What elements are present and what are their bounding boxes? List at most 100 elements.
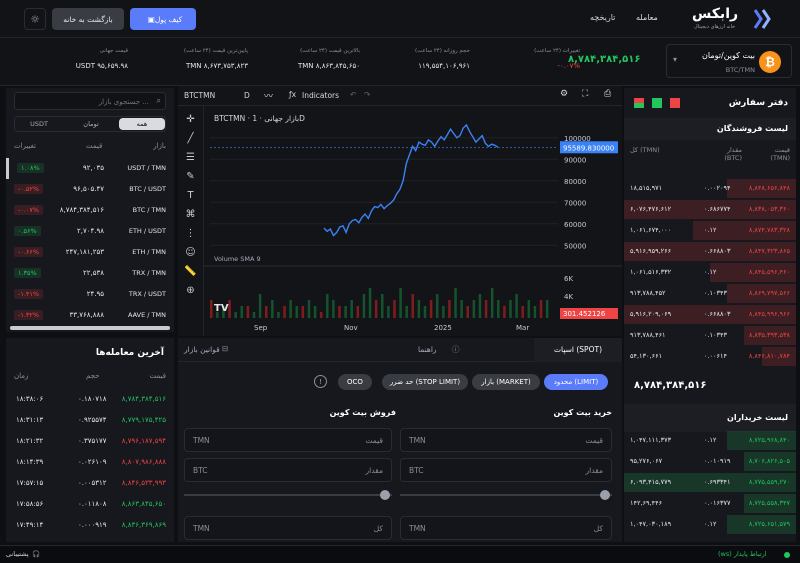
wallet-button[interactable]: ▣ کیف پول — [130, 8, 196, 30]
camera-icon[interactable]: ⎙ — [604, 89, 612, 99]
chart-symbol[interactable]: BTCTMN — [184, 91, 216, 100]
volume-bar — [497, 300, 500, 318]
text-icon[interactable]: T — [187, 190, 194, 201]
tab-guide[interactable]: راهنما — [418, 345, 437, 354]
trade-price: ۸,۷۷۹,۱۷۵,۴۲۵ — [121, 416, 166, 424]
buy-row[interactable]: ۱,۰۴۷,۱۱۱,۳۷۳ ۰.۱۲ ۸,۷۲۵,۹۶۸,۸۴۰ — [624, 430, 796, 451]
pattern-icon[interactable]: ⌘ — [185, 209, 196, 220]
home-button[interactable]: بازگشت به خانه — [52, 8, 124, 30]
market-row[interactable]: -۰.۰۷% ۸,۷۸۴,۳۸۴,۵۱۶ BTC / TMN — [6, 200, 174, 221]
tab-toman[interactable]: تومان — [83, 120, 99, 128]
trade-time: ۱۷:۴۹:۱۴ — [16, 521, 44, 529]
sell-row[interactable]: ۶,۰۷۶,۴۷۶,۶۱۲ ۰.۶۸۶۷۷۴ ۸,۸۳۸,۰۵۳,۳۶۰ — [624, 199, 796, 220]
price-chart[interactable]: 100000 90000 80000 70000 60000 50000 95589.830… — [204, 106, 622, 336]
sell-row[interactable]: ۱,۰۶۱,۶۷۴,۰۰۰ ۰.۱۲ ۸,۸۷۴,۷۸۳,۳۲۸ — [624, 220, 796, 241]
tab-rules[interactable]: قوانین بازار — [184, 345, 220, 354]
fullscreen-icon[interactable]: ⛶ — [582, 89, 589, 99]
brush-icon[interactable]: ✎ — [186, 171, 195, 182]
support-link[interactable]: پشتیبانی — [6, 550, 29, 558]
buy-price-input[interactable]: TMN قیمت — [400, 428, 612, 452]
market-row[interactable]: -۱.۳۲% ۳۳,۷۶۸,۸۸۸ AAVE / TMN — [6, 305, 174, 326]
redo-icon[interactable]: ↷ — [364, 90, 371, 99]
volume-bar — [210, 300, 213, 318]
book-amount: ۰.۱۰۳۴۳ — [704, 289, 728, 297]
market-row[interactable]: -۰.۵۲% ۹۶,۵۰۵.۴۷ BTC / USDT — [6, 179, 174, 200]
view-both-icon[interactable] — [634, 98, 644, 108]
sell-row[interactable]: ۹۱۳,۷۸۸,۴۶۱ ۰.۱۰۳۴۳ ۸,۸۳۵,۳۹۳,۵۳۸ — [624, 325, 796, 346]
search-input[interactable] — [31, 96, 149, 107]
order-limit[interactable]: محدود (LIMIT) — [544, 374, 608, 390]
book-total: ۱,۰۶۱,۵۱۶,۳۳۲ — [630, 268, 672, 276]
book-amount: ۰.۶۶۸۸۰۳ — [704, 310, 731, 318]
sell-total-input[interactable]: TMN کل — [184, 516, 392, 540]
sell-price-input[interactable]: TMN قیمت — [184, 428, 392, 452]
sell-row[interactable]: ۵۴,۱۳۰,۶۶۱ ۰.۰۰۶۱۴ ۸,۸۴۶,۸۱۰,۷۸۴ — [624, 346, 796, 367]
buy-row[interactable]: ۱۴۲,۶۹,۴۴۶ ۰.۰۱۶۳۷۷ ۸,۷۲۵,۵۵۸,۳۴۷ — [624, 493, 796, 514]
brand-logo[interactable]: رابکس خانه ارزهای دیجیتال — [690, 6, 780, 34]
buy-slider-handle[interactable] — [600, 490, 610, 500]
buy-amount-input[interactable]: BTC مقدار — [400, 458, 612, 482]
connection-dot-icon — [784, 552, 790, 558]
sell-row[interactable]: ۱۸,۵۱۵,۹۷۱ ۰.۰۰۲۰۹۴ ۸,۸۴۸,۶۵۶,۸۴۸ — [624, 178, 796, 199]
sell-row[interactable]: ۱,۰۶۱,۵۱۶,۳۳۲ ۰.۱۲ ۸,۸۴۵,۵۹۶,۴۶۰ — [624, 262, 796, 283]
sell-row[interactable]: ۵,۹۱۶,۲۰۹,۰۶۹ ۰.۶۶۸۸۰۳ ۸,۸۴۵,۹۹۶,۹۶۶ — [624, 304, 796, 325]
market-row[interactable]: ۱.۳۵% ۲۲,۵۳۸ TRX / TMN — [6, 263, 174, 284]
sell-slider[interactable] — [184, 490, 392, 500]
measure-icon[interactable]: ⋮ — [185, 228, 196, 239]
nav-trade[interactable]: معامله — [636, 13, 658, 22]
sell-slider-handle[interactable] — [380, 490, 390, 500]
buy-row[interactable]: ۱,۰۴۷,۰۳۰,۱۸۹ ۰.۱۲ ۸,۷۲۵,۶۵۱,۵۷۹ — [624, 514, 796, 535]
trade-time: ۱۸:۳۱:۱۳ — [16, 416, 44, 424]
trade-row: ۱۸:۳۸:۰۶ ۰.۱۸۰۷۱۸ ۸,۷۸۴,۳۸۴,۵۱۶ — [6, 390, 174, 411]
price-line — [323, 123, 499, 237]
book-amount: ۰.۱۲ — [704, 436, 717, 444]
headset-icon[interactable]: 🎧 — [32, 550, 41, 558]
undo-icon[interactable]: ↶ — [350, 90, 357, 99]
order-stop-limit[interactable]: حد ضرر (STOP LIMIT) — [382, 374, 468, 390]
volume-bar — [417, 300, 421, 318]
buy-slider[interactable] — [400, 490, 612, 500]
trendline-icon[interactable]: ╱ — [187, 133, 194, 144]
search-box[interactable]: ⌕ — [14, 92, 166, 110]
market-price: ۹۲,۰۳۵ — [82, 164, 104, 172]
ticker-stat-value: TMN ۸,۶۷۳,۷۵۳,۸۲۳ — [185, 62, 248, 70]
zoom-icon[interactable]: ⊕ — [186, 285, 195, 296]
tab-all[interactable]: همه — [119, 118, 165, 130]
market-row[interactable]: -۰.۶۶% ۲۴۷,۱۸۱,۲۵۳ ETH / TMN — [6, 242, 174, 263]
market-row[interactable]: ۱.۰۸% ۹۲,۰۳۵ USDT / TMN — [6, 158, 174, 179]
chart-interval[interactable]: D — [244, 91, 250, 100]
order-oco[interactable]: OCO — [338, 374, 372, 390]
sell-amount-input[interactable]: BTC مقدار — [184, 458, 392, 482]
theme-toggle-icon[interactable]: ☼ — [24, 8, 46, 30]
buy-row[interactable]: ۹۵,۲۷۶,۰۶۷ ۰.۰۱۰۹۱۹ ۸,۷۰۶,۸۲۶,۵۰۵ — [624, 451, 796, 472]
tab-spot[interactable]: اسپات (SPOT) — [534, 338, 622, 362]
trades-title: آخرین معامله‌ها — [95, 348, 164, 358]
sell-row[interactable]: ۹۱۳,۷۸۸,۴۵۲ ۰.۱۰۳۴۳ ۸,۸۶۹,۷۹۷,۵۶۶ — [624, 283, 796, 304]
view-sells-icon[interactable] — [670, 98, 680, 108]
market-row[interactable]: -۱.۴۱% ۲۴.۹۵ TRX / USDT — [6, 284, 174, 305]
info-icon[interactable]: ! — [314, 375, 327, 388]
buy-total-input[interactable]: TMN کل — [400, 516, 612, 540]
scrollbar[interactable] — [10, 326, 170, 330]
tradingview-logo-icon: 𝗧𝗩 — [214, 303, 229, 314]
market-row[interactable]: ۰.۵۶% ۲,۷۰۴.۹۸ ETH / USDT — [6, 221, 174, 242]
ruler-icon[interactable]: 📏 — [184, 266, 197, 277]
col-volume: حجم — [86, 372, 100, 380]
chart-type-icon[interactable]: 〰 — [264, 92, 274, 102]
buy-row[interactable]: ۶,۰۹۳,۴۱۵,۷۷۹ ۰.۶۹۳۳۴۱ ۸,۷۷۵,۵۵۹,۲۷۰ — [624, 472, 796, 493]
emoji-icon[interactable]: ☺ — [185, 247, 196, 258]
nav-history[interactable]: تاریخچه — [590, 13, 616, 22]
market-pair: BTC / USDT — [129, 185, 166, 193]
trade-time: ۱۸:۲۱:۳۲ — [16, 437, 44, 445]
settings-icon[interactable]: ⚙ — [560, 89, 569, 99]
horizontal-lines-icon[interactable]: ☰ — [186, 152, 195, 163]
bitcoin-icon: ₿ — [759, 51, 781, 73]
tab-usdt[interactable]: USDT — [30, 120, 48, 128]
pair-selector[interactable]: ₿ بیت کوین/تومان BTC/TMN ▾ — [666, 44, 792, 78]
market-header: تغییرات قیمت بازار — [14, 142, 166, 154]
crosshair-icon[interactable]: ✛ — [186, 114, 195, 125]
order-market[interactable]: بازار (MARKET) — [472, 374, 540, 390]
sell-row[interactable]: ۵,۹۱۶,۹۵۹,۲۶۶ ۰.۶۶۸۸۰۳ ۸,۸۴۷,۳۲۳,۸۶۵ — [624, 241, 796, 262]
view-buys-icon[interactable] — [652, 98, 662, 108]
indicators-button[interactable]: Indicators — [302, 91, 340, 100]
